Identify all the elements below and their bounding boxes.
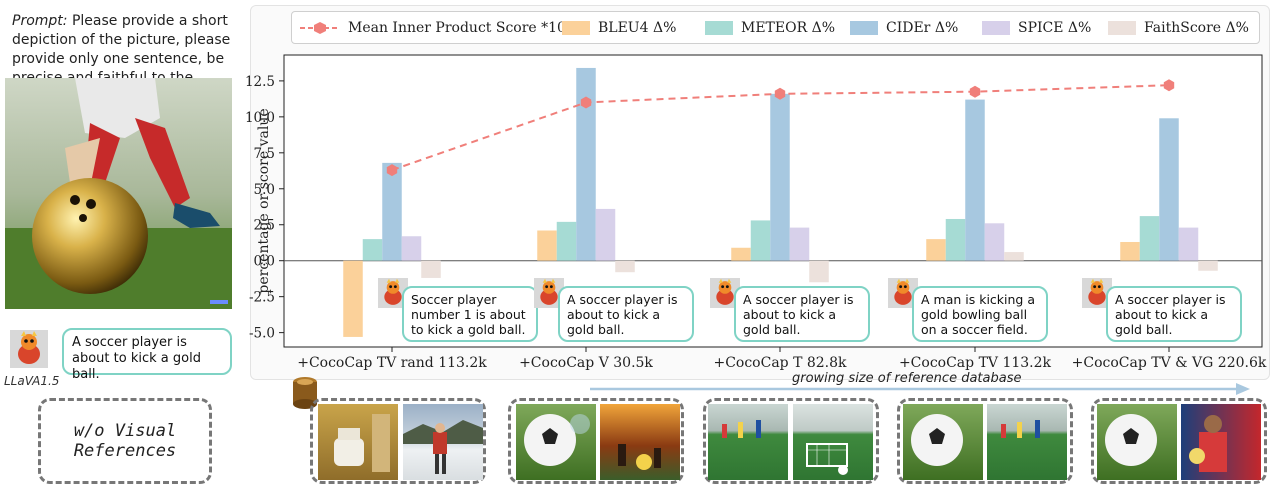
legend-swatch	[562, 21, 590, 35]
bar	[421, 260, 441, 278]
bar	[576, 67, 596, 261]
llava-robot-icon	[1082, 278, 1112, 308]
reference-group-5	[1091, 398, 1267, 484]
legend-item-cider: CIDEr Δ%	[850, 18, 958, 38]
mean-score-point	[969, 85, 981, 98]
reference-image-soccer-ball-2	[903, 404, 983, 480]
reference-image-goal	[793, 404, 873, 480]
reference-image-indoor-pitch-2	[987, 404, 1067, 480]
legend-item-faithscore: FaithScore Δ%	[1108, 18, 1249, 38]
y-tick-label: 7.5	[254, 146, 275, 162]
bar	[750, 220, 771, 261]
bar	[343, 260, 363, 337]
x-tick-label: +CocoCap T 82.8k	[713, 355, 847, 371]
prompt-label: Prompt:	[12, 13, 68, 29]
reference-group-4	[897, 398, 1073, 484]
legend-item-bleu4: BLEU4 Δ%	[562, 18, 676, 38]
legend-swatch	[982, 21, 1010, 35]
llava-label: LLaVA1.5	[4, 374, 60, 388]
bar	[537, 230, 557, 261]
mean-score-point	[774, 87, 786, 100]
y-tick-label: 2.5	[254, 218, 275, 234]
reference-image-snow	[403, 404, 483, 480]
bar	[362, 239, 383, 261]
caption-bubble: A soccer player is about to kick a gold …	[558, 286, 694, 342]
x-tick-label: +CocoCap V 30.5k	[519, 355, 653, 371]
x-tick-label: +CocoCap TV rand 113.2k	[297, 355, 487, 371]
bar	[965, 99, 985, 261]
mean-score-point	[1163, 79, 1175, 92]
y-axis-label: percentage or score value	[256, 108, 272, 293]
no-visual-references-box: w/o Visual References	[38, 398, 212, 484]
reference-image-soccer-ball-3	[1097, 404, 1177, 480]
legend-label: FaithScore Δ%	[1144, 20, 1249, 36]
chart-legend: Mean Inner Product Score *10 BLEU4 Δ% ME…	[291, 11, 1260, 44]
bar	[945, 218, 966, 261]
reference-image-soccer-ball	[516, 404, 596, 480]
reference-image-bathroom	[318, 404, 398, 480]
no-visual-line1: w/o Visual	[73, 421, 177, 441]
bar	[984, 223, 1005, 261]
reference-group-3	[703, 398, 879, 484]
y-tick-label: 0.0	[254, 254, 275, 270]
bar	[1198, 260, 1218, 271]
bar	[401, 236, 422, 261]
legend-item-mean-score: Mean Inner Product Score *10	[300, 18, 566, 38]
llava-robot-icon	[10, 330, 48, 368]
bar	[789, 227, 810, 261]
prompt-text: Prompt: Please provide a short depiction…	[12, 12, 242, 107]
query-image	[5, 78, 232, 309]
legend-label: Mean Inner Product Score *10	[348, 20, 566, 36]
legend-swatch	[850, 21, 878, 35]
bar	[1178, 227, 1199, 261]
bar	[1120, 241, 1140, 261]
bar	[926, 239, 946, 261]
legend-label: CIDEr Δ%	[886, 20, 959, 36]
prompt-body: Please provide a short depiction of the …	[12, 13, 231, 105]
mean-score-point	[386, 164, 398, 177]
llava-caption-bubble: A soccer player is about to kick a gold …	[62, 328, 232, 382]
reference-group-2	[508, 398, 684, 484]
reference-group-1	[310, 398, 486, 484]
legend-line-marker-icon	[300, 22, 340, 34]
legend-item-meteor: METEOR Δ%	[705, 18, 835, 38]
bar	[770, 93, 790, 261]
reference-image-indoor-pitch	[708, 404, 788, 480]
y-tick-label: -5.0	[249, 326, 275, 342]
y-tick-label: 10.0	[245, 110, 275, 126]
bar	[615, 260, 635, 273]
reference-image-sunset-field	[600, 404, 680, 480]
caption-bubble: A soccer player is about to kick a gold …	[734, 286, 870, 342]
caption-bubble: A soccer player is about to kick a gold …	[1106, 286, 1242, 342]
caption-bubble: A man is kicking a gold bowling ball on …	[912, 286, 1048, 342]
bar	[382, 162, 402, 261]
growing-size-label: growing size of reference database	[792, 371, 1022, 386]
x-tick-label: +CocoCap TV 113.2k	[899, 355, 1052, 371]
bar	[731, 247, 751, 261]
y-tick-label: 5.0	[254, 182, 275, 198]
legend-label: SPICE Δ%	[1018, 20, 1092, 36]
bar	[556, 221, 577, 261]
caption-bubble: Soccer player number 1 is about to kick …	[402, 286, 538, 342]
y-tick-label: 12.5	[245, 74, 275, 90]
x-tick-label: +CocoCap TV & VG 220.6k	[1072, 355, 1267, 371]
legend-label: METEOR Δ%	[741, 20, 835, 36]
bar	[1004, 252, 1024, 261]
legend-item-spice: SPICE Δ%	[982, 18, 1091, 38]
mean-score-point	[580, 96, 592, 109]
reference-image-player-red	[1181, 404, 1261, 480]
legend-swatch	[1108, 21, 1136, 35]
bar	[1159, 118, 1179, 261]
bar	[809, 260, 829, 283]
y-tick-label: -2.5	[249, 290, 275, 306]
no-visual-line2: References	[73, 441, 177, 461]
bar	[1139, 216, 1160, 261]
bar	[595, 208, 616, 261]
legend-swatch	[705, 21, 733, 35]
legend-label: BLEU4 Δ%	[598, 20, 677, 36]
